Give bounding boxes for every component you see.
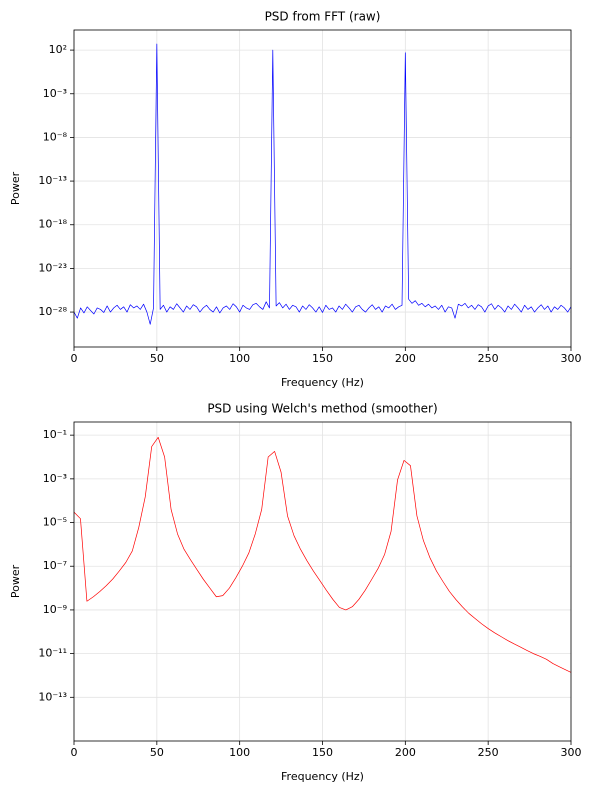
x-tick-label: 150 (312, 746, 333, 759)
y-tick-label: 10⁻¹ (43, 428, 67, 441)
y-tick-label: 10⁻¹³ (38, 174, 67, 187)
x-axis-label: Frequency (Hz) (281, 770, 364, 783)
axes-frame (73, 29, 572, 348)
plot-area (74, 43, 571, 325)
x-tick-label: 100 (229, 352, 250, 365)
y-tick-label: 10⁻⁸ (43, 130, 68, 143)
x-tick-label: 50 (150, 746, 164, 759)
x-tick-label: 0 (71, 352, 78, 365)
x-tick-label: 200 (395, 746, 416, 759)
x-tick-label: 100 (229, 746, 250, 759)
y-tick-label: 10⁻⁵ (43, 516, 67, 529)
x-tick-label: 150 (312, 352, 333, 365)
y-tick-label: 10⁻⁹ (43, 603, 67, 616)
x-tick-label: 300 (561, 352, 582, 365)
y-tick-label: 10⁻¹³ (38, 690, 67, 703)
plot-area (74, 436, 571, 673)
x-tick-label: 50 (150, 352, 164, 365)
x-tick-label: 250 (478, 746, 499, 759)
x-tick-label: 250 (478, 352, 499, 365)
y-tick-label: 10⁻²⁸ (38, 305, 67, 318)
y-axis-label: Power (9, 564, 22, 598)
y-tick-label: 10⁻³ (43, 472, 67, 485)
axes-frame (73, 421, 572, 742)
chart-title: PSD using Welch's method (smoother) (207, 402, 437, 416)
y-tick-label: 10⁻¹⁸ (38, 218, 67, 231)
data-line (74, 436, 571, 673)
x-axis-label: Frequency (Hz) (281, 376, 364, 389)
x-tick-label: 200 (395, 352, 416, 365)
y-tick-label: 10⁻³ (43, 87, 67, 100)
data-line (74, 43, 571, 325)
chart-title: PSD from FFT (raw) (265, 10, 381, 24)
x-tick-label: 300 (561, 746, 582, 759)
y-tick-label: 10² (49, 43, 67, 56)
y-axis-label: Power (9, 171, 22, 205)
y-tick-label: 10⁻²³ (38, 261, 67, 274)
y-tick-label: 10⁻⁷ (43, 559, 67, 572)
y-tick-label: 10⁻¹¹ (38, 647, 67, 660)
x-tick-label: 0 (71, 746, 78, 759)
